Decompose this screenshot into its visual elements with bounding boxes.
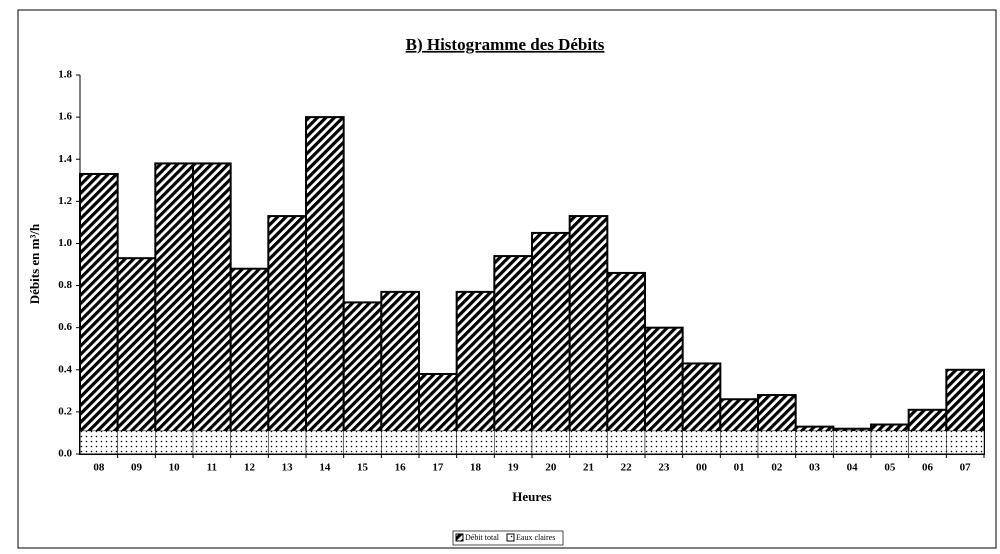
bar xyxy=(720,430,759,455)
bar xyxy=(606,271,646,455)
x-tick-label: 17 xyxy=(432,462,444,474)
bar xyxy=(946,430,985,455)
x-tick-label: 00 xyxy=(696,462,708,474)
bar xyxy=(305,116,345,455)
bar xyxy=(343,430,382,455)
x-tick-label: 02 xyxy=(771,462,783,474)
legend-label: Eaux claires xyxy=(516,533,555,542)
bar xyxy=(268,430,307,455)
bar xyxy=(192,162,232,456)
bar xyxy=(493,255,534,456)
y-tick-label: 1.8 xyxy=(58,69,72,81)
x-tick-label: 18 xyxy=(470,462,482,474)
bar xyxy=(531,231,571,455)
y-tick-label: 0.6 xyxy=(58,321,72,333)
bar xyxy=(154,162,194,456)
y-tick-label: 0.0 xyxy=(58,448,72,460)
bar xyxy=(569,430,608,455)
y-tick-label: 1.6 xyxy=(58,111,72,123)
frame xyxy=(17,9,997,549)
bar xyxy=(230,430,269,455)
y-axis-label: Débits en m³/h xyxy=(27,223,42,304)
x-tick-label: 21 xyxy=(583,462,594,474)
bar xyxy=(305,430,344,455)
x-tick-label: 14 xyxy=(319,462,331,474)
x-tick-label: 22 xyxy=(621,462,633,474)
y-tick-label: 0.2 xyxy=(58,405,72,417)
bar xyxy=(267,215,308,455)
x-axis-label: Heures xyxy=(512,489,551,504)
legend-label: Débit total xyxy=(465,533,500,542)
legend-swatch xyxy=(506,533,515,542)
bar xyxy=(456,430,495,455)
legend-swatch xyxy=(455,533,464,542)
x-tick-label: 12 xyxy=(244,462,256,474)
x-tick-label: 05 xyxy=(884,462,896,474)
x-tick-label: 15 xyxy=(357,462,369,474)
y-tick-label: 1.2 xyxy=(58,195,72,207)
y-tick-label: 1.4 xyxy=(58,153,72,165)
bar xyxy=(757,430,796,455)
bar xyxy=(380,290,421,455)
legend: Débit total Eaux claires xyxy=(452,530,564,546)
bar xyxy=(531,430,570,455)
x-tick-label: 23 xyxy=(658,462,670,474)
x-tick-label: 08 xyxy=(93,462,105,474)
x-tick-label: 04 xyxy=(847,462,859,474)
y-tick-label: 0.4 xyxy=(58,363,72,375)
bar xyxy=(795,430,834,455)
x-tick-label: 10 xyxy=(169,462,181,474)
x-tick-label: 09 xyxy=(131,462,143,474)
bar xyxy=(870,430,909,455)
x-tick-label: 19 xyxy=(508,462,520,474)
bar xyxy=(79,430,118,455)
x-tick-label: 20 xyxy=(545,462,557,474)
bar xyxy=(455,290,496,455)
bar xyxy=(908,430,947,455)
x-tick-label: 01 xyxy=(734,462,745,474)
x-tick-label: 16 xyxy=(395,462,407,474)
x-tick-label: 06 xyxy=(922,462,934,474)
x-tick-label: 07 xyxy=(960,462,972,474)
bar xyxy=(192,430,231,455)
bar xyxy=(381,430,420,455)
bar xyxy=(117,430,156,455)
x-tick-label: 03 xyxy=(809,462,821,474)
bar xyxy=(418,430,457,455)
bar xyxy=(155,430,194,455)
bar xyxy=(644,430,683,455)
x-tick-label: 13 xyxy=(282,462,294,474)
bar xyxy=(568,215,609,455)
bar xyxy=(682,430,721,455)
bar xyxy=(833,430,872,455)
y-tick-label: 0.8 xyxy=(58,279,72,291)
bar xyxy=(607,430,646,455)
chart-title: B) Histogramme des Débits xyxy=(406,35,605,54)
bar xyxy=(79,172,119,455)
bar xyxy=(116,257,157,455)
x-tick-label: 11 xyxy=(207,462,217,474)
y-tick-label: 1.0 xyxy=(58,237,72,249)
bar xyxy=(494,430,533,455)
bar xyxy=(342,301,383,455)
bar xyxy=(229,267,270,456)
